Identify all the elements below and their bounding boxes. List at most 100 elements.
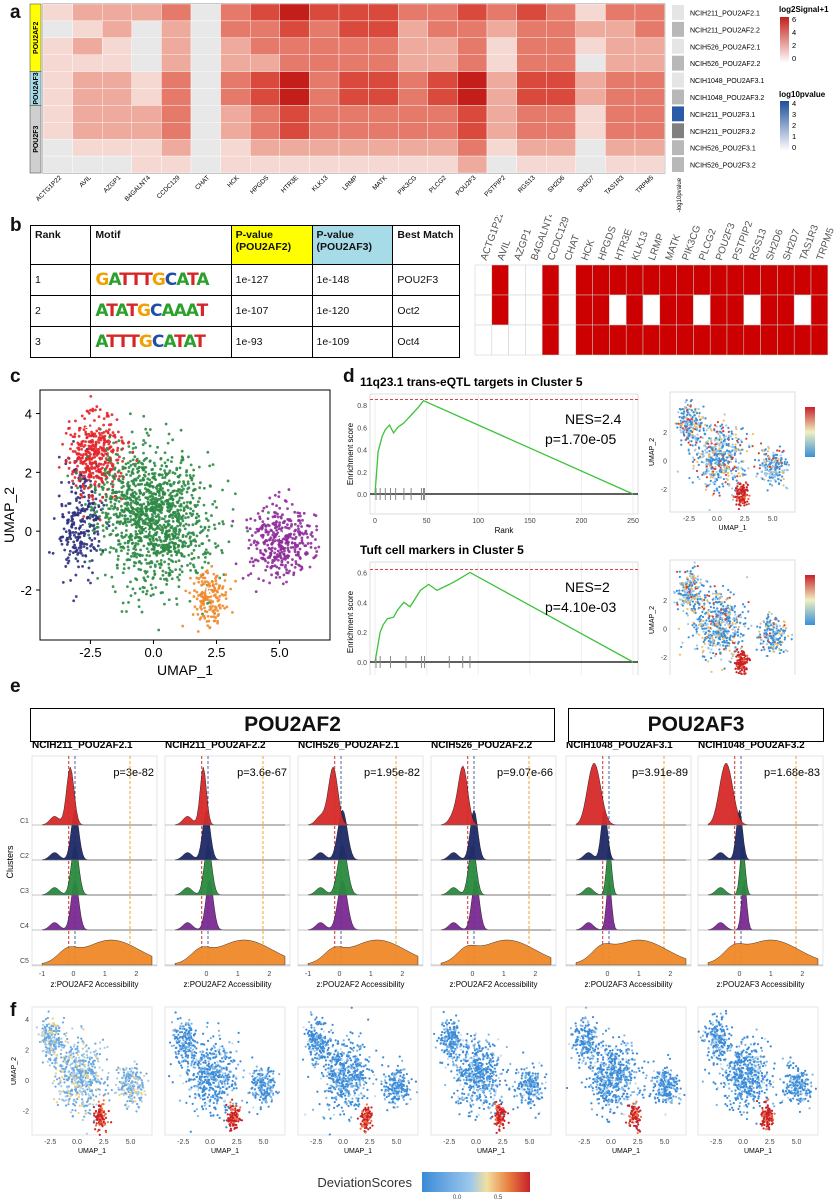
- umap-point: [261, 520, 265, 524]
- umap-point: [155, 538, 159, 542]
- matrix-cell: [726, 324, 745, 356]
- gsea-panel: 11q23.1 trans-eQTL targets in Cluster 50…: [346, 375, 815, 675]
- umap-point: [691, 600, 695, 603]
- heatmap-cell: [72, 71, 103, 89]
- heatmap-cell: [516, 20, 547, 38]
- umap-point: [284, 500, 288, 503]
- umap-point: [697, 633, 701, 636]
- umap-point: [81, 470, 84, 474]
- umap-point: [156, 445, 160, 449]
- umap-point: [129, 474, 132, 477]
- umap-point: [264, 568, 268, 572]
- umap-point: [686, 614, 689, 617]
- umap-point: [120, 439, 124, 443]
- header-motif: Motif: [90, 225, 232, 265]
- umap-point: [206, 571, 210, 575]
- umap-point: [80, 495, 84, 499]
- umap-point: [206, 614, 210, 618]
- umap-point: [179, 488, 182, 492]
- umap-point: [101, 480, 104, 484]
- umap-point: [120, 545, 124, 549]
- umap-point: [718, 491, 721, 494]
- umap-point: [203, 580, 207, 583]
- umap-point: [686, 436, 689, 439]
- umap-point: [780, 457, 783, 460]
- umap-point: [163, 514, 167, 518]
- heatmap-cell: [546, 155, 577, 174]
- umap-point: [102, 535, 106, 538]
- umap-point: [708, 602, 711, 605]
- umap-point: [710, 467, 713, 470]
- umap-point: [769, 619, 772, 622]
- umap-point: [151, 577, 155, 580]
- umap-point: [697, 623, 701, 627]
- umap-point: [734, 450, 737, 453]
- umap-point: [291, 545, 295, 549]
- umap-point: [733, 605, 736, 608]
- umap-point: [60, 502, 64, 506]
- umap-point: [724, 435, 727, 438]
- umap-point: [131, 495, 134, 498]
- umap-point: [130, 430, 134, 434]
- umap-point: [147, 507, 151, 511]
- umap-point: [129, 501, 133, 505]
- umap-point: [711, 620, 715, 623]
- umap-point: [725, 621, 728, 624]
- umap-point: [161, 487, 164, 490]
- umap-point: [744, 501, 747, 504]
- heatmap-cell: [161, 54, 192, 72]
- umap-point: [217, 522, 221, 525]
- umap-point: [188, 535, 192, 539]
- umap-point: [150, 509, 154, 513]
- umap-point: [698, 478, 701, 481]
- umap-point: [732, 446, 735, 449]
- umap-point: [262, 579, 265, 583]
- umap-point: [170, 554, 173, 557]
- umap-point: [97, 505, 101, 508]
- umap-point: [191, 496, 195, 500]
- umap-point: [82, 529, 86, 532]
- heatmap-cell: [190, 155, 221, 174]
- umap-point: [172, 535, 176, 539]
- umap-point: [302, 511, 306, 515]
- umap-point: [129, 518, 133, 522]
- umap-point: [293, 550, 297, 554]
- heatmap-cell: [398, 88, 429, 106]
- umap-point: [758, 626, 762, 629]
- umap-point: [722, 433, 725, 437]
- umap-point: [132, 442, 136, 446]
- gene-label: KLK13: [311, 174, 330, 193]
- umap-point: [70, 490, 74, 494]
- umap-point: [678, 653, 682, 656]
- heatmap-cell: [546, 54, 577, 72]
- umap-point: [196, 613, 200, 616]
- umap-point: [684, 598, 688, 601]
- umap-point: [294, 562, 298, 566]
- umap-point: [693, 565, 696, 568]
- umap-point: [163, 461, 167, 465]
- umap-point: [727, 452, 730, 455]
- umap-point: [747, 610, 750, 613]
- umap-point: [765, 628, 769, 631]
- umap-point: [718, 592, 721, 595]
- umap-point: [112, 513, 116, 517]
- umap-point: [690, 409, 693, 412]
- umap-point: [278, 523, 281, 527]
- umap-point: [767, 625, 770, 628]
- umap-point: [67, 427, 70, 430]
- heatmap-cell: [427, 105, 458, 123]
- umap-point: [701, 645, 704, 648]
- umap-point: [176, 501, 180, 505]
- umap-point: [694, 587, 697, 590]
- umap-point: [775, 626, 779, 629]
- umap-point: [687, 592, 690, 595]
- umap-point: [76, 486, 80, 490]
- umap-point: [245, 526, 249, 530]
- umap-point: [727, 471, 730, 475]
- umap-point: [67, 480, 71, 484]
- heatmap-cell: [575, 20, 606, 38]
- umap-point: [125, 492, 129, 496]
- motif-letter: G: [151, 270, 166, 290]
- umap-point: [724, 468, 727, 471]
- umap-point: [70, 442, 74, 446]
